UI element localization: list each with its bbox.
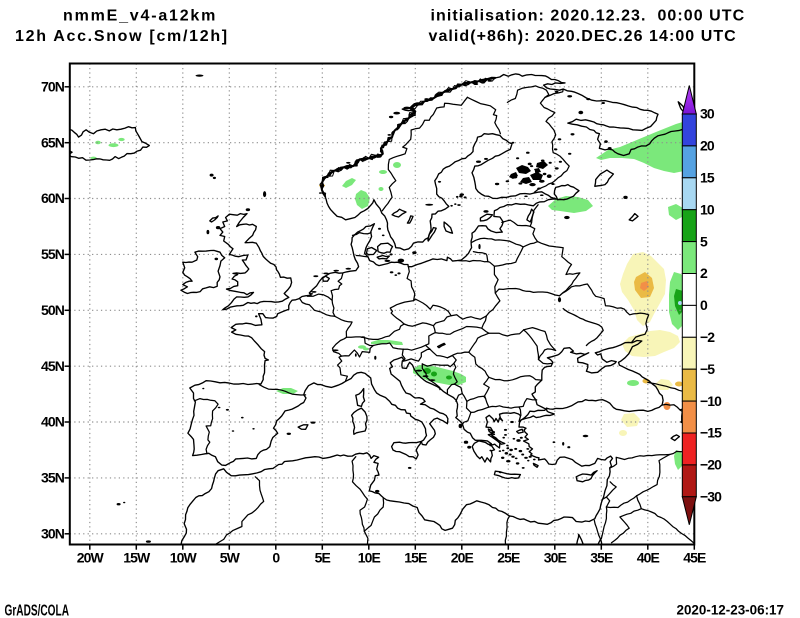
svg-text:nmmE_v4-a12km: nmmE_v4-a12km [63, 8, 217, 25]
svg-text:35E: 35E [590, 550, 613, 566]
svg-text:65N: 65N [41, 134, 65, 150]
svg-text:30N: 30N [41, 526, 65, 542]
svg-text:20W: 20W [77, 550, 105, 566]
svg-text:−20: −20 [700, 457, 722, 473]
svg-text:50N: 50N [41, 302, 65, 318]
svg-text:45E: 45E [683, 550, 706, 566]
svg-text:−30: −30 [700, 489, 722, 505]
svg-text:−2: −2 [700, 329, 715, 345]
svg-text:20: 20 [700, 138, 715, 154]
svg-text:60N: 60N [41, 190, 65, 206]
svg-text:5: 5 [700, 233, 708, 249]
svg-text:35N: 35N [41, 470, 65, 486]
svg-text:GrADS/COLA: GrADS/COLA [5, 603, 70, 618]
svg-text:40E: 40E [637, 550, 660, 566]
svg-text:5W: 5W [220, 550, 241, 566]
svg-text:initialisation: 2020.12.23. 0: initialisation: 2020.12.23. 00:00 UTC [431, 8, 746, 25]
svg-text:15W: 15W [123, 550, 151, 566]
svg-text:0: 0 [700, 297, 708, 313]
svg-text:5E: 5E [315, 550, 331, 566]
svg-text:30E: 30E [544, 550, 567, 566]
svg-text:10E: 10E [358, 550, 381, 566]
svg-text:30: 30 [700, 106, 715, 122]
svg-text:70N: 70N [41, 79, 65, 95]
svg-text:12h Acc.Snow [cm/12h]: 12h Acc.Snow [cm/12h] [15, 28, 229, 45]
svg-text:15E: 15E [404, 550, 427, 566]
svg-text:−5: −5 [700, 361, 715, 377]
svg-text:2020-12-23-06:17: 2020-12-23-06:17 [677, 603, 785, 618]
svg-text:0: 0 [272, 550, 280, 566]
svg-text:20E: 20E [451, 550, 474, 566]
svg-text:−10: −10 [700, 393, 722, 409]
svg-text:10W: 10W [170, 550, 198, 566]
svg-text:15: 15 [700, 170, 715, 186]
svg-text:2: 2 [700, 265, 708, 281]
svg-text:25E: 25E [497, 550, 520, 566]
svg-text:10: 10 [700, 201, 715, 217]
svg-text:valid(+86h): 2020.DEC.26 14:00: valid(+86h): 2020.DEC.26 14:00 UTC [429, 28, 737, 45]
svg-text:40N: 40N [41, 414, 65, 430]
svg-text:55N: 55N [41, 246, 65, 262]
svg-text:45N: 45N [41, 358, 65, 374]
svg-text:−15: −15 [700, 425, 722, 441]
